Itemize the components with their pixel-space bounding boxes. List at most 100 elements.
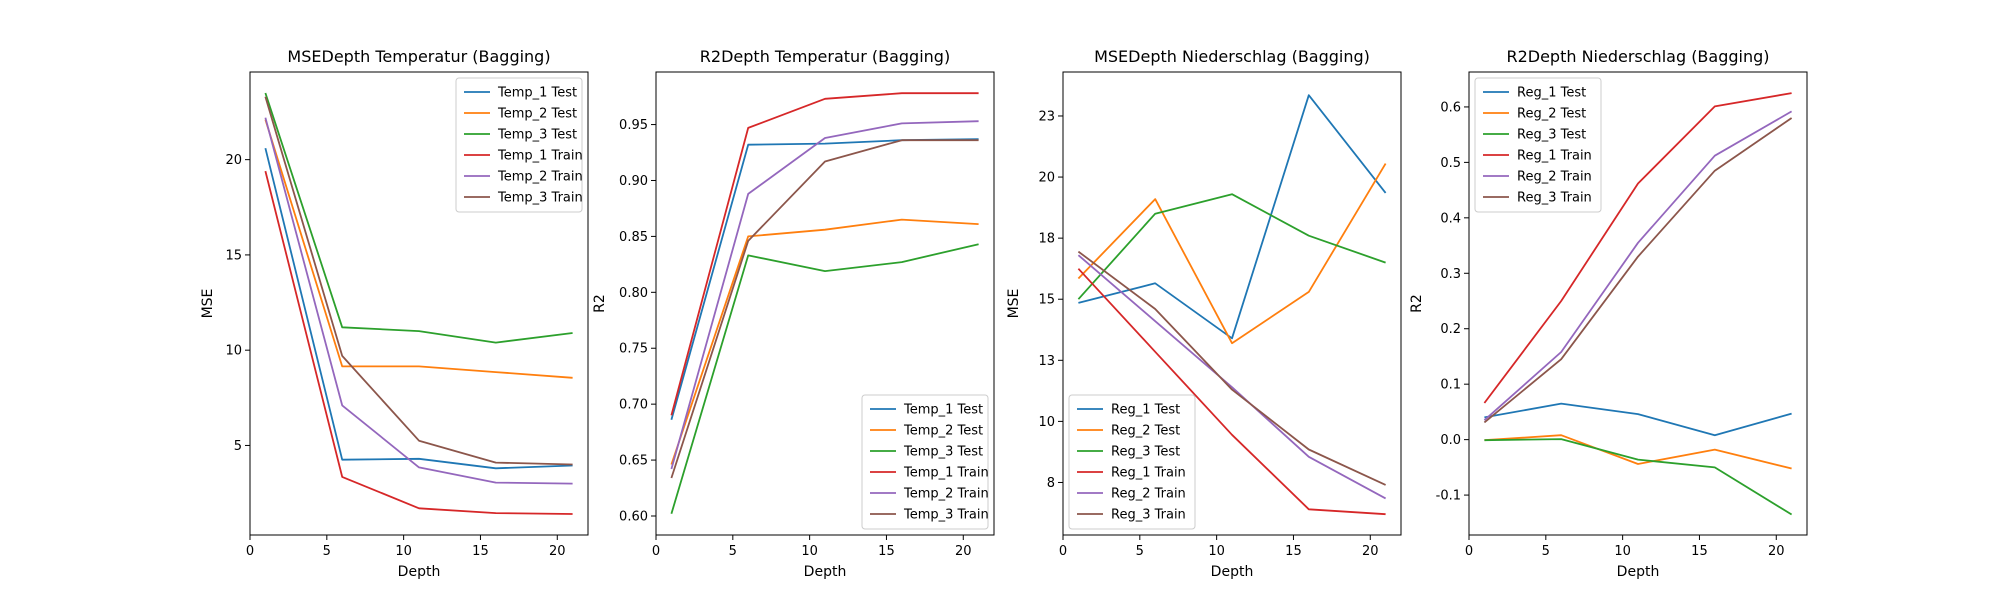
chart-panel-2: R2Depth Temperatur (Bagging) 0 5 10 15 20 0.60… [592, 47, 995, 580]
y-axis-label: R2 [592, 294, 608, 313]
x-tick-label: 0 [652, 544, 660, 559]
y-axis-label: R2 [1409, 294, 1425, 313]
axes-frame [1062, 71, 1402, 536]
legend-label: Reg_2 Train [1517, 170, 1592, 185]
series-line-4 [1077, 268, 1386, 516]
legend-box [1068, 394, 1196, 530]
x-axis-label: Depth [398, 564, 441, 580]
legend-label: Reg_3 Train [1111, 508, 1186, 523]
x-tick-label: 5 [729, 544, 737, 559]
legend-label: Reg_2 Train [1111, 487, 1186, 502]
x-tick-label: 10 [801, 544, 818, 559]
legend-label: Reg_2 Test [1111, 424, 1180, 439]
x-axis-label: Depth [1211, 564, 1254, 580]
legend: Temp_1 Test Temp_2 Test Temp_3 Test Temp_1 … [861, 394, 989, 530]
y-tick-label: 5 [234, 439, 242, 454]
legend-label: Temp_3 Train [903, 508, 989, 523]
legend-label: Temp_1 Train [497, 149, 583, 164]
chart-panel-1: MSEDepth Temperatur (Bagging) 0 5 10 15 20 5 10… [200, 47, 589, 580]
x-tick-label: 15 [1285, 544, 1302, 559]
legend-label: Temp_1 Test [903, 403, 983, 418]
y-tick-label: -0.1 [1436, 489, 1461, 504]
chart-title: MSEDepth Niederschlag (Bagging) [1094, 47, 1370, 66]
x-tick-label: 5 [1136, 544, 1144, 559]
y-tick-label: 10 [1038, 415, 1055, 430]
y-tick-label: 0.3 [1440, 267, 1461, 282]
legend-label: Reg_2 Test [1517, 107, 1586, 122]
series-line-3 [1077, 193, 1386, 300]
legend-box [1474, 77, 1602, 213]
legend-label: Reg_1 Train [1517, 149, 1592, 164]
y-tick-label: 0.80 [619, 286, 648, 301]
legend-label: Reg_1 Train [1111, 466, 1186, 481]
x-tick-label: 5 [1542, 544, 1550, 559]
x-axis-label: Depth [1617, 564, 1660, 580]
legend: Reg_1 Test Reg_2 Test Reg_3 Test Reg_1 Trai… [1474, 77, 1602, 213]
y-tick-label: 0.60 [619, 509, 648, 524]
series-line-1 [670, 138, 979, 421]
x-tick-label: 15 [878, 544, 895, 559]
axes-frame [249, 71, 589, 536]
series-line-3 [264, 92, 573, 344]
series-line-1 [1078, 94, 1387, 340]
legend: Reg_1 Test Reg_2 Test Reg_3 Test Reg_1 Trai… [1068, 394, 1196, 530]
y-tick-label: 23 [1038, 109, 1055, 124]
x-tick-label: 10 [1614, 544, 1631, 559]
chart-title: R2Depth Temperatur (Bagging) [700, 47, 950, 66]
series-line-4 [264, 170, 573, 515]
x-axis-label: Depth [804, 564, 847, 580]
legend-label: Temp_2 Train [903, 487, 989, 502]
series-line-4 [1483, 92, 1792, 404]
legend-label: Temp_3 Train [497, 191, 583, 206]
legend-label: Reg_3 Train [1517, 191, 1592, 206]
y-tick-label: 8 [1047, 476, 1055, 491]
y-tick-label: 0.65 [619, 454, 648, 469]
legend-label: Temp_2 Test [903, 424, 983, 439]
series-line-2 [1484, 434, 1792, 470]
y-tick-label: 0.75 [619, 342, 648, 357]
axes-frame [655, 71, 995, 536]
series-line-6 [264, 96, 573, 466]
x-tick-label: 15 [1691, 544, 1708, 559]
y-tick-label: 0.0 [1440, 433, 1461, 448]
y-tick-label: 20 [225, 153, 242, 168]
x-tick-label: 10 [1208, 544, 1225, 559]
series-line-6 [1077, 250, 1386, 486]
y-tick-label: 0.4 [1440, 211, 1461, 226]
series-line-1 [1484, 402, 1792, 437]
y-axis-label: MSE [1006, 289, 1022, 319]
series-line-6 [670, 139, 979, 479]
series-line-1 [264, 147, 573, 470]
y-tick-label: 0.90 [619, 174, 648, 189]
legend-label: Temp_3 Test [497, 128, 577, 143]
y-tick-label: 10 [225, 344, 242, 359]
series-line-5 [670, 120, 979, 470]
series-line-3 [1484, 438, 1793, 516]
y-tick-label: 0.6 [1440, 100, 1461, 115]
y-tick-label: 0.1 [1440, 378, 1461, 393]
series-line-2 [670, 218, 979, 465]
x-tick-label: 0 [1465, 544, 1473, 559]
legend-box [861, 394, 989, 530]
chart-panel-4: R2Depth Niederschlag (Bagging) 0 5 10 15 20 -0… [1409, 47, 1808, 580]
legend-label: Temp_2 Test [497, 107, 577, 122]
series-line-6 [1483, 117, 1793, 424]
legend-label: Reg_1 Test [1517, 86, 1586, 101]
x-tick-label: 20 [955, 544, 972, 559]
y-tick-label: 0.70 [619, 398, 648, 413]
legend-label: Reg_3 Test [1111, 445, 1180, 460]
y-tick-label: 15 [225, 248, 242, 263]
y-tick-label: 0.5 [1440, 156, 1461, 171]
chart-title: MSEDepth Temperatur (Bagging) [287, 47, 550, 66]
legend-box [455, 77, 583, 213]
legend-label: Reg_3 Test [1517, 128, 1586, 143]
legend-label: Temp_1 Test [497, 86, 577, 101]
legend-label: Temp_3 Test [903, 445, 983, 460]
x-tick-label: 5 [323, 544, 331, 559]
y-tick-label: 0.2 [1440, 322, 1461, 337]
chart-title: R2Depth Niederschlag (Bagging) [1506, 47, 1769, 66]
series-line-4 [670, 92, 979, 416]
series-line-5 [1077, 254, 1387, 500]
series-line-2 [264, 119, 573, 379]
